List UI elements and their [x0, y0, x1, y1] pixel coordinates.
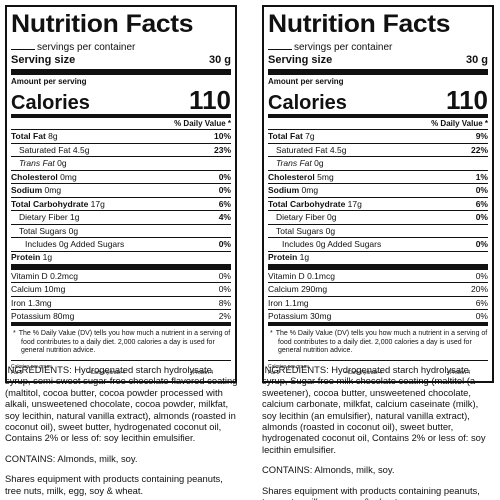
- serving-size-label: Serving size: [11, 54, 76, 66]
- label-title: Nutrition Facts: [11, 10, 194, 38]
- shared-equipment-note: Shares equipment with products containin…: [262, 484, 480, 500]
- nutrient-row-total-fat: Total Fat 8g 10%: [11, 130, 231, 144]
- nutrient-row-added-sugars: Includes 0g Added Sugars 0%: [11, 238, 231, 252]
- vitamin-row-calcium: Calcium 10mg 0%: [11, 283, 231, 297]
- serving-size-value: 30 g: [208, 54, 231, 66]
- ingredients-text: INGREDIENTS: Hydrogenated starch hydroly…: [5, 364, 238, 444]
- daily-value-footnote: * The % Daily Value (DV) tells you how mu…: [268, 326, 488, 361]
- vitamin-row-potassium: Potassium 80mg 2%: [11, 310, 231, 326]
- nutrient-row-trans-fat: Trans Fat 0g: [11, 157, 231, 171]
- nutrient-row-dietary-fiber: Dietary Fiber 1g 4%: [11, 211, 231, 225]
- nutrient-row-protein: Protein 1g: [268, 252, 488, 270]
- calories-per-gram: Calories per gram: Fat 9 • Carbohydrate …: [268, 361, 488, 381]
- calories-row: Calories 110: [268, 87, 488, 118]
- vitamin-row-potassium: Potassium 30mg 0%: [268, 310, 488, 326]
- vitamin-row-calcium: Calcium 290mg 20%: [268, 283, 488, 297]
- calories-per-gram-values: Fat 9 • Carbohydrate 4 • Protein 4: [11, 370, 213, 376]
- nutrient-row-protein: Protein 1g: [11, 252, 231, 270]
- calories-value: 110: [446, 85, 488, 115]
- nutrition-label-left: Nutrition Facts servings per container S…: [5, 5, 237, 383]
- calories-value: 110: [189, 85, 231, 115]
- calories-label: Calories: [11, 92, 90, 114]
- daily-value-header: % Daily Value *: [268, 118, 488, 130]
- vitamin-row-vitamin-d: Vitamin D 0.1mcg 0%: [268, 270, 488, 283]
- nutrient-row-dietary-fiber: Dietary Fiber 0g 0%: [268, 211, 488, 225]
- calories-per-gram-title: Calories per gram:: [11, 363, 53, 370]
- ingredients-block-right: INGREDIENTS: Hydrogenated starch hydroly…: [262, 364, 495, 500]
- shared-equipment-note: Shares equipment with products containin…: [5, 473, 223, 496]
- footnote-asterisk: *: [270, 330, 273, 337]
- servings-blank: [268, 41, 292, 50]
- ingredients-text: INGREDIENTS: Hydrogenated starch hydroly…: [262, 364, 486, 455]
- calories-per-gram-values: Fat 9 • Carbohydrate 4 • Protein 4: [268, 370, 470, 376]
- daily-value-header: % Daily Value *: [11, 118, 231, 130]
- nutrient-row-sodium: Sodium 0mg 0%: [268, 184, 488, 198]
- nutrient-row-sodium: Sodium 0mg 0%: [11, 184, 231, 198]
- allergen-contains: CONTAINS: Almonds, milk, soy.: [262, 464, 395, 476]
- serving-size-row: Serving size 30 g: [268, 54, 488, 75]
- calories-per-gram: Calories per gram: Fat 9 • Carbohydrate …: [11, 361, 231, 381]
- nutrient-row-cholesterol: Cholesterol 5mg 1%: [268, 171, 488, 184]
- nutrient-row-total-carbohydrate: Total Carbohydrate 17g 6%: [11, 198, 231, 211]
- nutrient-row-saturated-fat: Saturated Fat 4.5g 23%: [11, 144, 231, 157]
- vitamin-row-vitamin-d: Vitamin D 0.2mcg 0%: [11, 270, 231, 283]
- vitamin-row-iron: Iron 1.1mg 6%: [268, 297, 488, 310]
- label-title: Nutrition Facts: [268, 10, 451, 38]
- ingredients-block-left: INGREDIENTS: Hydrogenated starch hydroly…: [5, 364, 238, 500]
- serving-size-label: Serving size: [268, 54, 333, 66]
- nutrient-row-total-sugars: Total Sugars 0g: [268, 225, 488, 238]
- calories-per-gram-title: Calories per gram:: [268, 363, 310, 370]
- allergen-contains: CONTAINS: Almonds, milk, soy.: [5, 452, 138, 464]
- nutrient-row-cholesterol: Cholesterol 0mg 0%: [11, 171, 231, 184]
- daily-value-footnote: * The % Daily Value (DV) tells you how mu…: [11, 326, 231, 361]
- servings-per-container: servings per container: [268, 41, 488, 54]
- footnote-asterisk: *: [13, 330, 16, 337]
- calories-row: Calories 110: [11, 87, 231, 118]
- serving-size-row: Serving size 30 g: [11, 54, 231, 75]
- nutrient-row-trans-fat: Trans Fat 0g: [268, 157, 488, 171]
- nutrient-row-total-carbohydrate: Total Carbohydrate 17g 6%: [268, 198, 488, 211]
- nutrient-row-total-sugars: Total Sugars 0g: [11, 225, 231, 238]
- vitamin-row-iron: Iron 1.3mg 8%: [11, 297, 231, 310]
- nutrition-label-right: Nutrition Facts servings per container S…: [262, 5, 494, 383]
- servings-per-container: servings per container: [11, 41, 231, 54]
- amount-per-serving: Amount per serving: [268, 77, 344, 86]
- calories-label: Calories: [268, 92, 347, 114]
- nutrient-row-total-fat: Total Fat 7g 9%: [268, 130, 488, 144]
- servings-blank: [11, 41, 35, 50]
- serving-size-value: 30 g: [465, 54, 488, 66]
- amount-per-serving: Amount per serving: [11, 77, 87, 86]
- nutrient-row-saturated-fat: Saturated Fat 4.5g 22%: [268, 144, 488, 157]
- nutrient-row-added-sugars: Includes 0g Added Sugars 0%: [268, 238, 488, 252]
